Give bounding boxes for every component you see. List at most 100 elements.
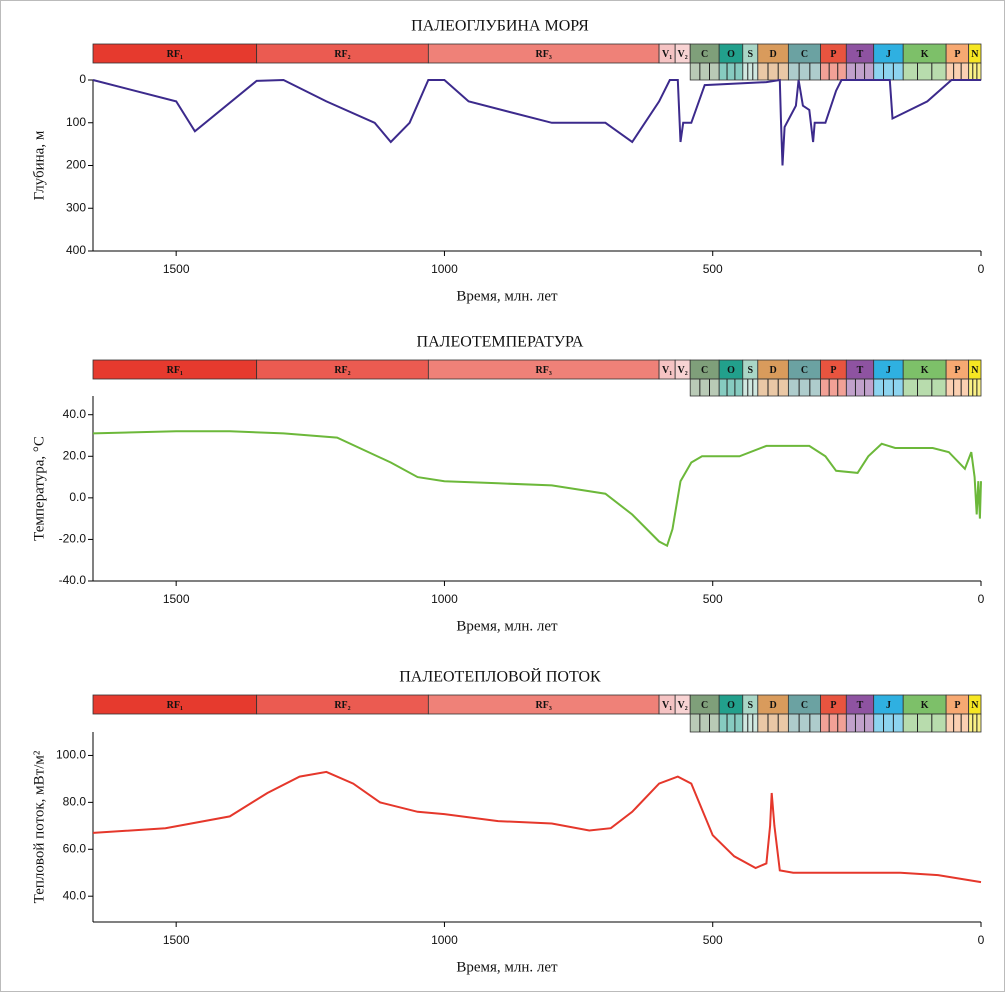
timescale-label: N bbox=[971, 700, 979, 711]
timescale-subcell bbox=[873, 713, 904, 733]
timescale-label: RF₃ bbox=[536, 700, 552, 711]
timescale-subcell bbox=[689, 713, 720, 733]
timescale-subcell bbox=[820, 713, 847, 733]
timescale-label: N bbox=[971, 365, 979, 376]
x-tick-label: 0 bbox=[978, 262, 985, 276]
y-axis-label: Глубина, м bbox=[31, 130, 47, 200]
x-tick-label: 1000 bbox=[431, 262, 458, 276]
timescale-label: RF₁ bbox=[167, 49, 183, 60]
timescale-subcell bbox=[902, 62, 947, 81]
timescale-label: C bbox=[801, 700, 808, 711]
timescale-label: RF₃ bbox=[536, 365, 552, 376]
timescale-subcell bbox=[742, 378, 759, 397]
timescale-subcell bbox=[945, 713, 970, 733]
y-tick-label: 300 bbox=[66, 200, 86, 214]
timescale-subcell bbox=[845, 62, 875, 81]
timescale-subcell bbox=[945, 378, 970, 397]
data-line bbox=[92, 770, 982, 884]
timescale-label: O bbox=[727, 700, 735, 711]
timescale-subcell bbox=[902, 378, 947, 397]
timescale-label: P bbox=[830, 49, 836, 60]
timescale-label: RF₂ bbox=[334, 49, 350, 60]
timescale-label: C bbox=[701, 365, 708, 376]
timescale-subcell bbox=[873, 62, 904, 81]
timescale-subcell bbox=[787, 713, 821, 733]
timescale-subcell bbox=[787, 62, 821, 81]
timescale-label: V₁ bbox=[662, 700, 672, 711]
timescale-subcell bbox=[742, 713, 759, 733]
data-line bbox=[92, 78, 981, 166]
timescale-label: D bbox=[769, 365, 776, 376]
timescale-label: V₂ bbox=[678, 365, 688, 376]
x-axis-label: Время, млн. лет bbox=[456, 959, 558, 975]
timescale-label: J bbox=[886, 365, 891, 376]
timescale-subcell bbox=[757, 62, 789, 81]
timescale-label: V₂ bbox=[678, 49, 688, 60]
timescale-label: S bbox=[747, 700, 753, 711]
y-tick-label: 80.0 bbox=[63, 795, 87, 809]
y-tick-label: 60.0 bbox=[63, 841, 87, 855]
timescale-subcell bbox=[845, 713, 875, 733]
x-tick-label: 0 bbox=[978, 592, 985, 606]
x-tick-label: 1000 bbox=[431, 592, 458, 606]
y-tick-label: 100 bbox=[66, 115, 86, 129]
timescale-label: V₂ bbox=[678, 700, 688, 711]
y-tick-label: -20.0 bbox=[59, 532, 87, 546]
timescale-label: RF₃ bbox=[536, 49, 552, 60]
timescale-label: D bbox=[769, 49, 776, 60]
timescale-subcell bbox=[718, 378, 744, 397]
timescale-subcell bbox=[757, 713, 789, 733]
x-tick-label: 1500 bbox=[163, 262, 190, 276]
x-axis-label: Время, млн. лет bbox=[456, 288, 558, 304]
x-tick-label: 500 bbox=[703, 262, 723, 276]
timescale-label: J bbox=[886, 49, 891, 60]
y-tick-label: 0 bbox=[79, 72, 86, 86]
timescale-subcell bbox=[689, 62, 720, 81]
timescale-subcell bbox=[757, 378, 789, 397]
timescale-label: T bbox=[857, 700, 864, 711]
chart-title: ПАЛЕОТЕПЛОВОЙ ПОТОК bbox=[399, 667, 601, 686]
timescale-label: K bbox=[921, 365, 929, 376]
timescale-label: P bbox=[954, 49, 960, 60]
timescale-label: O bbox=[727, 365, 735, 376]
timescale-subcell bbox=[718, 62, 744, 81]
timescale-subcell bbox=[873, 378, 904, 397]
timescale-subcell bbox=[968, 62, 982, 81]
timescale-label: RF₂ bbox=[334, 365, 350, 376]
timescale-label: N bbox=[971, 49, 979, 60]
y-axis-label: Температура, °С bbox=[31, 436, 47, 541]
timescale-subcell bbox=[787, 378, 821, 397]
data-line bbox=[92, 430, 982, 548]
timescale-subcell bbox=[820, 378, 847, 397]
timescale-label: D bbox=[769, 700, 776, 711]
y-tick-label: 400 bbox=[66, 243, 86, 257]
timescale-subcell bbox=[845, 378, 875, 397]
timescale-label: RF₁ bbox=[167, 365, 183, 376]
timescale-label: P bbox=[954, 700, 960, 711]
x-tick-label: 1500 bbox=[163, 933, 190, 947]
timescale-label: T bbox=[857, 365, 864, 376]
timescale-subcell bbox=[902, 713, 947, 733]
y-tick-label: 40.0 bbox=[63, 888, 87, 902]
timescale-label: C bbox=[801, 365, 808, 376]
y-tick-label: 100.0 bbox=[56, 748, 86, 762]
timescale-subcell bbox=[718, 713, 744, 733]
timescale-subcell bbox=[945, 62, 970, 81]
timescale-label: P bbox=[830, 700, 836, 711]
timescale-label: S bbox=[747, 365, 753, 376]
timescale-label: C bbox=[701, 700, 708, 711]
timescale-subcell bbox=[689, 378, 720, 397]
timescale-label: K bbox=[921, 49, 929, 60]
y-tick-label: 40.0 bbox=[63, 407, 87, 421]
timescale-subcell bbox=[742, 62, 759, 81]
timescale-subcell bbox=[968, 378, 982, 397]
x-tick-label: 500 bbox=[703, 592, 723, 606]
timescale-label: V₁ bbox=[662, 365, 672, 376]
y-tick-label: -40.0 bbox=[59, 573, 87, 587]
y-tick-label: 20.0 bbox=[63, 448, 87, 462]
timescale-subcell bbox=[968, 713, 982, 733]
x-tick-label: 1500 bbox=[163, 592, 190, 606]
timescale-label: P bbox=[830, 365, 836, 376]
